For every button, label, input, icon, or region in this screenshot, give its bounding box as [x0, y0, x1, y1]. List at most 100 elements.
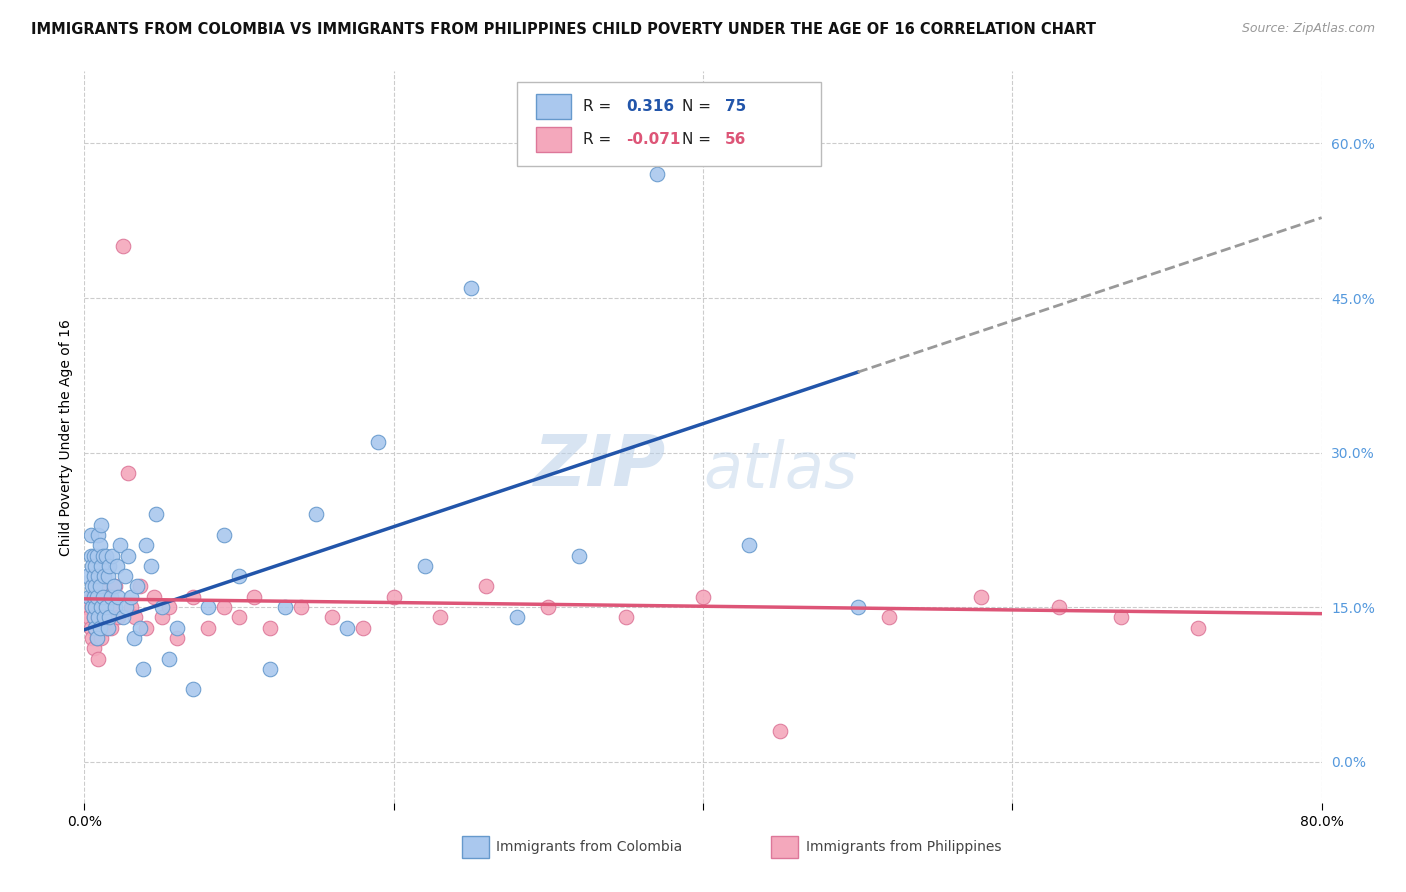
Point	[769, 723, 792, 738]
Text: Source: ZipAtlas.com: Source: ZipAtlas.com	[1241, 22, 1375, 36]
Point	[84, 590, 107, 604]
Point	[86, 631, 108, 645]
Point	[122, 631, 145, 645]
Text: 75: 75	[725, 99, 747, 114]
Text: N =: N =	[682, 132, 711, 147]
FancyBboxPatch shape	[517, 82, 821, 167]
Point	[87, 528, 110, 542]
Point	[139, 558, 162, 573]
Point	[107, 590, 129, 604]
Point	[77, 610, 100, 624]
Point	[166, 631, 188, 645]
Point	[93, 610, 115, 624]
Point	[112, 239, 135, 253]
Point	[98, 610, 121, 624]
Point	[96, 621, 118, 635]
Point	[124, 610, 146, 624]
Text: -0.071: -0.071	[626, 132, 681, 147]
Point	[135, 621, 157, 635]
Point	[82, 600, 104, 615]
Point	[91, 600, 114, 615]
Point	[84, 621, 107, 635]
Point	[1109, 610, 1132, 624]
Text: R =: R =	[583, 99, 612, 114]
Point	[120, 590, 142, 604]
Point	[103, 579, 125, 593]
FancyBboxPatch shape	[770, 836, 799, 858]
Point	[84, 621, 107, 635]
Point	[228, 569, 250, 583]
Point	[94, 549, 117, 563]
Point	[475, 579, 498, 593]
Text: 0.316: 0.316	[626, 99, 675, 114]
Point	[84, 579, 107, 593]
Point	[76, 600, 98, 615]
Point	[83, 590, 105, 604]
Point	[460, 281, 482, 295]
Point	[846, 600, 869, 615]
Point	[132, 662, 155, 676]
Point	[87, 610, 110, 624]
Point	[91, 590, 114, 604]
Point	[228, 610, 250, 624]
Point	[321, 610, 343, 624]
Point	[86, 549, 108, 563]
Text: IMMIGRANTS FROM COLOMBIA VS IMMIGRANTS FROM PHILIPPINES CHILD POVERTY UNDER THE : IMMIGRANTS FROM COLOMBIA VS IMMIGRANTS F…	[31, 22, 1095, 37]
Y-axis label: Child Poverty Under the Age of 16: Child Poverty Under the Age of 16	[59, 318, 73, 556]
Text: R =: R =	[583, 132, 612, 147]
Point	[82, 631, 104, 645]
Point	[90, 517, 112, 532]
Point	[107, 610, 129, 624]
Point	[117, 549, 139, 563]
Point	[79, 621, 101, 635]
Point	[150, 610, 173, 624]
Point	[79, 528, 101, 542]
Point	[79, 549, 101, 563]
Point	[181, 682, 204, 697]
Point	[738, 538, 761, 552]
Point	[90, 631, 112, 645]
Point	[96, 590, 118, 604]
Text: N =: N =	[682, 99, 711, 114]
Text: Immigrants from Colombia: Immigrants from Colombia	[496, 839, 683, 854]
FancyBboxPatch shape	[461, 836, 489, 858]
Point	[129, 579, 152, 593]
Point	[645, 167, 668, 181]
Point	[166, 621, 188, 635]
Point	[89, 579, 111, 593]
Point	[101, 600, 124, 615]
Point	[94, 621, 117, 635]
Point	[104, 600, 127, 615]
Point	[120, 600, 142, 615]
Point	[87, 610, 110, 624]
Point	[86, 600, 108, 615]
Text: ZIP: ZIP	[534, 432, 666, 500]
Point	[367, 435, 389, 450]
Point	[84, 600, 107, 615]
Point	[100, 590, 122, 604]
Point	[568, 549, 591, 563]
Point	[94, 600, 117, 615]
Point	[970, 590, 993, 604]
Point	[108, 538, 131, 552]
Point	[114, 569, 136, 583]
Point	[159, 600, 180, 615]
Text: 56: 56	[725, 132, 747, 147]
Point	[90, 558, 112, 573]
Point	[243, 590, 266, 604]
Point	[1047, 600, 1070, 615]
FancyBboxPatch shape	[536, 94, 571, 119]
Point	[212, 528, 235, 542]
Point	[305, 508, 328, 522]
Point	[89, 621, 111, 635]
Point	[82, 579, 104, 593]
Point	[93, 610, 115, 624]
Point	[101, 549, 124, 563]
Point	[877, 610, 900, 624]
FancyBboxPatch shape	[536, 127, 571, 152]
Point	[336, 621, 359, 635]
Point	[93, 569, 115, 583]
Point	[98, 610, 121, 624]
Point	[506, 610, 529, 624]
Point	[87, 569, 110, 583]
